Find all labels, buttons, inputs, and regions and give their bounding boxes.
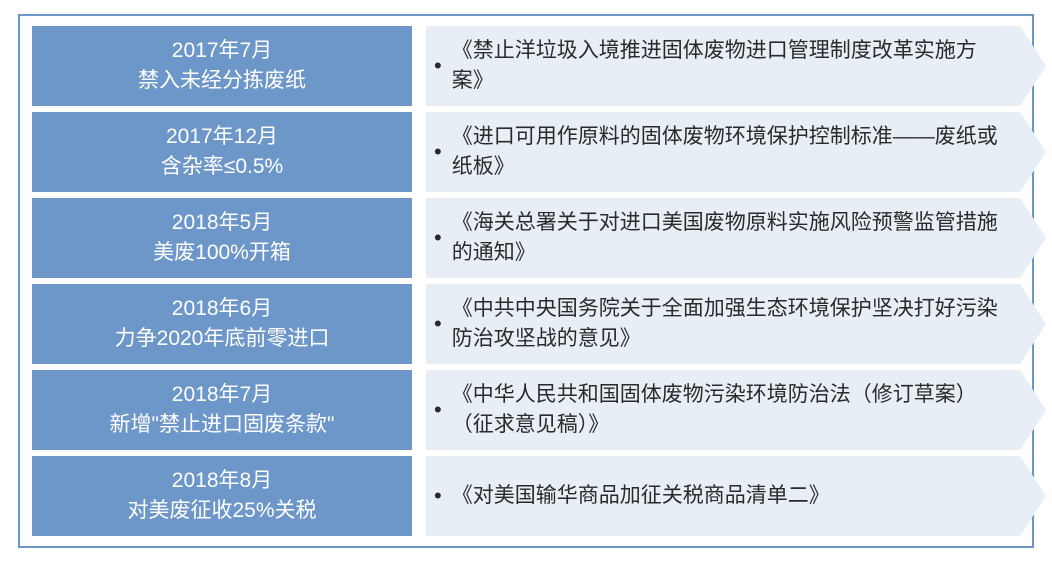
- date-block: 2018年7月 新增"禁止进口固废条款": [32, 370, 412, 450]
- gap: [412, 456, 426, 536]
- bullet-icon: •: [434, 480, 442, 512]
- timeline-row: 2018年6月 力争2020年底前零进口 • 《中共中央国务院关于全面加强生态环…: [32, 284, 1020, 364]
- date-block: 2017年12月 含杂率≤0.5%: [32, 112, 412, 192]
- timeline-container: 2017年7月 禁入未经分拣废纸 • 《禁止洋垃圾入境推进固体废物进口管理制度改…: [18, 14, 1034, 548]
- timeline-row: 2018年5月 美废100%开箱 • 《海关总署关于对进口美国废物原料实施风险预…: [32, 198, 1020, 278]
- date-block: 2018年6月 力争2020年底前零进口: [32, 284, 412, 364]
- date-block: 2017年7月 禁入未经分拣废纸: [32, 26, 412, 106]
- timeline-row: 2018年7月 新增"禁止进口固废条款" • 《中华人民共和国固体废物污染环境防…: [32, 370, 1020, 450]
- policy-block: • 《海关总署关于对进口美国废物原料实施风险预警监管措施的通知》: [426, 198, 1020, 278]
- policy-block: • 《对美国输华商品加征关税商品清单二》: [426, 456, 1020, 536]
- policy-text: 《对美国输华商品加征关税商品清单二》: [452, 481, 1004, 511]
- summary-text: 力争2020年底前零进口: [115, 324, 330, 354]
- policy-text: 《进口可用作原料的固体废物环境保护控制标准——废纸或纸板》: [452, 122, 1004, 183]
- policy-block: • 《中华人民共和国固体废物污染环境防治法（修订草案）（征求意见稿）》: [426, 370, 1020, 450]
- summary-text: 新增"禁止进口固废条款": [110, 410, 335, 440]
- date-text: 2018年8月: [172, 466, 272, 496]
- bullet-icon: •: [434, 394, 442, 426]
- policy-block: • 《中共中央国务院关于全面加强生态环境保护坚决打好污染防治攻坚战的意见》: [426, 284, 1020, 364]
- date-text: 2017年7月: [172, 36, 272, 66]
- date-text: 2018年6月: [172, 294, 272, 324]
- timeline-row: 2017年7月 禁入未经分拣废纸 • 《禁止洋垃圾入境推进固体废物进口管理制度改…: [32, 26, 1020, 106]
- date-text: 2018年7月: [172, 380, 272, 410]
- gap: [412, 198, 426, 278]
- gap: [412, 112, 426, 192]
- bullet-icon: •: [434, 222, 442, 254]
- gap: [412, 370, 426, 450]
- date-text: 2017年12月: [166, 122, 278, 152]
- policy-text: 《禁止洋垃圾入境推进固体废物进口管理制度改革实施方案》: [452, 36, 1004, 97]
- timeline-row: 2018年8月 对美废征收25%关税 • 《对美国输华商品加征关税商品清单二》: [32, 456, 1020, 536]
- bullet-icon: •: [434, 136, 442, 168]
- policy-text: 《中华人民共和国固体废物污染环境防治法（修订草案）（征求意见稿）》: [452, 380, 1004, 441]
- date-block: 2018年8月 对美废征收25%关税: [32, 456, 412, 536]
- summary-text: 美废100%开箱: [153, 238, 291, 268]
- policy-block: • 《进口可用作原料的固体废物环境保护控制标准——废纸或纸板》: [426, 112, 1020, 192]
- timeline-row: 2017年12月 含杂率≤0.5% • 《进口可用作原料的固体废物环境保护控制标…: [32, 112, 1020, 192]
- gap: [412, 284, 426, 364]
- policy-text: 《海关总署关于对进口美国废物原料实施风险预警监管措施的通知》: [452, 208, 1004, 269]
- bullet-icon: •: [434, 50, 442, 82]
- summary-text: 禁入未经分拣废纸: [138, 66, 306, 96]
- summary-text: 对美废征收25%关税: [127, 496, 316, 526]
- summary-text: 含杂率≤0.5%: [161, 152, 283, 182]
- policy-text: 《中共中央国务院关于全面加强生态环境保护坚决打好污染防治攻坚战的意见》: [452, 294, 1004, 355]
- policy-block: • 《禁止洋垃圾入境推进固体废物进口管理制度改革实施方案》: [426, 26, 1020, 106]
- date-text: 2018年5月: [172, 208, 272, 238]
- date-block: 2018年5月 美废100%开箱: [32, 198, 412, 278]
- bullet-icon: •: [434, 308, 442, 340]
- gap: [412, 26, 426, 106]
